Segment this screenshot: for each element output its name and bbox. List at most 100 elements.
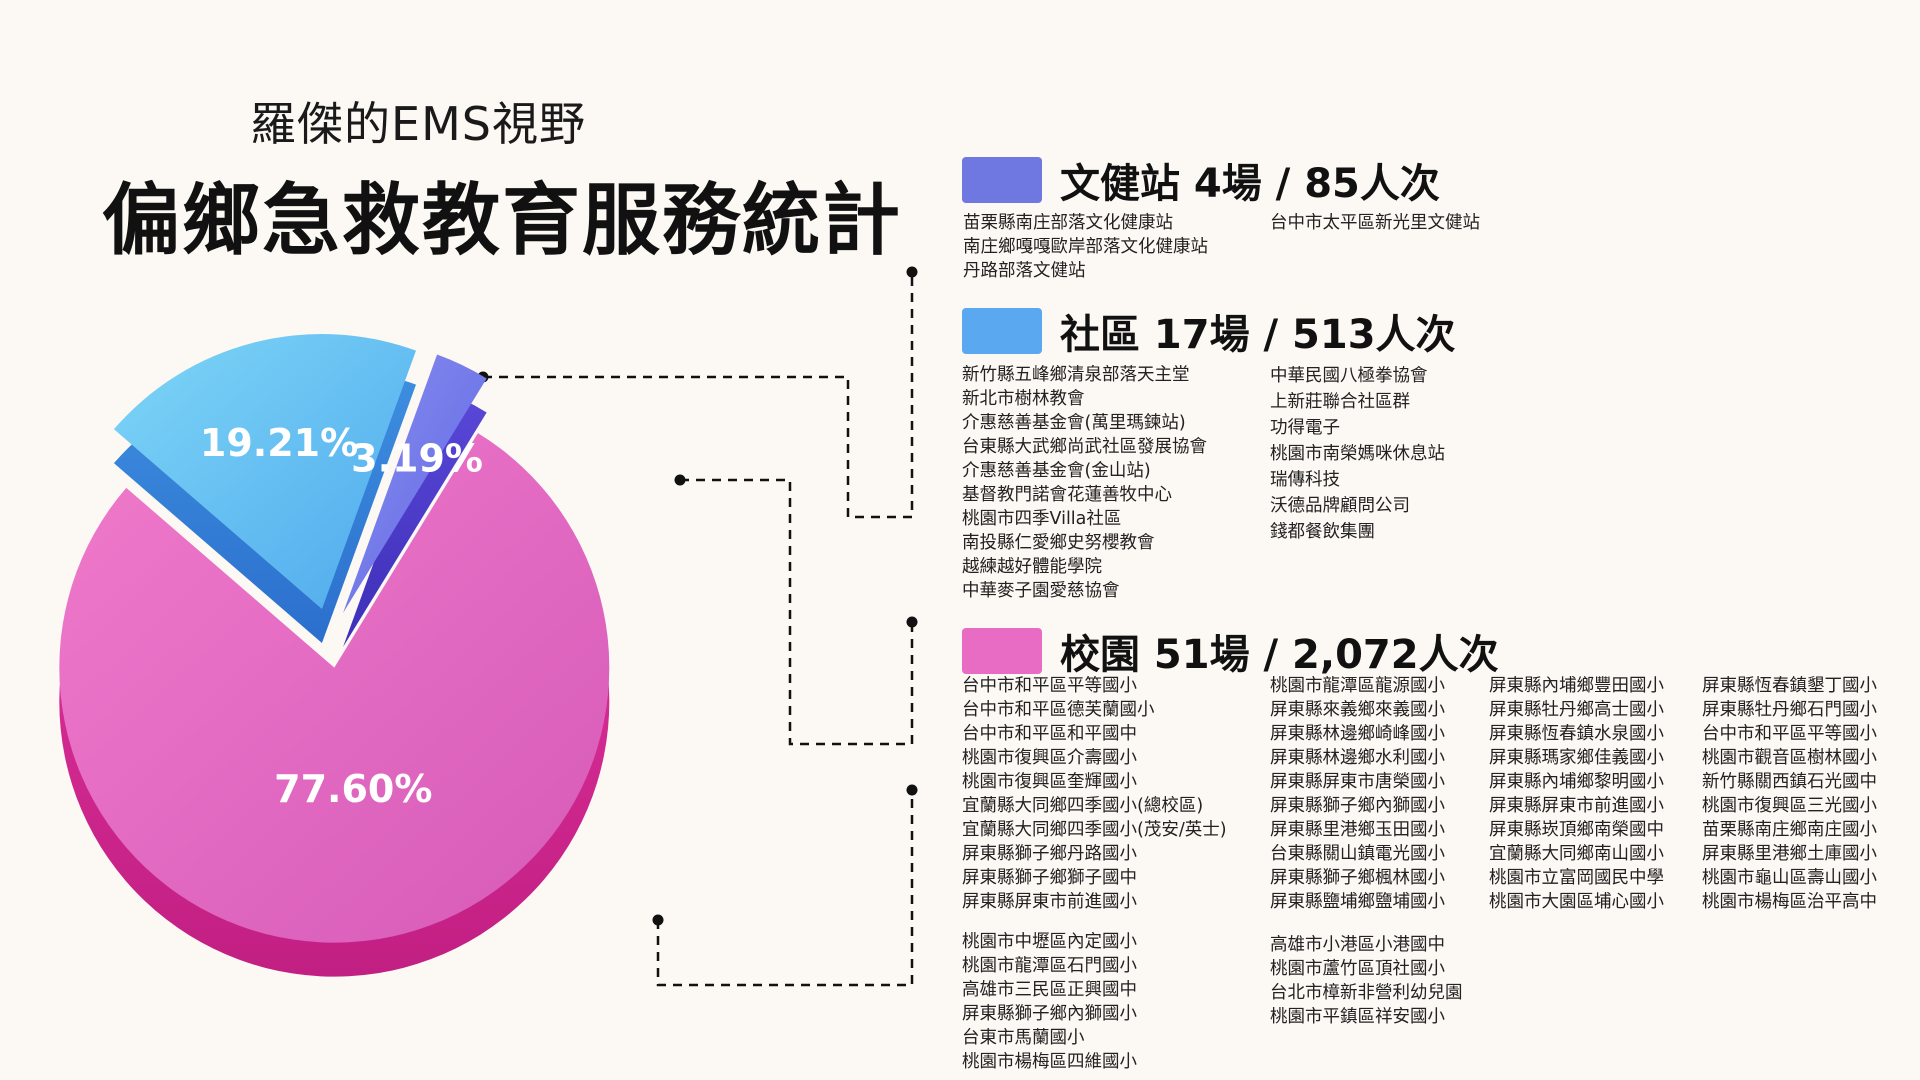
list-item: 桃園市復興區三光國小 (1702, 796, 1877, 816)
list-item: 新竹縣五峰鄉清泉部落天主堂 (962, 365, 1190, 385)
pie-label-station: 3.19% (351, 436, 483, 480)
list-item: 宜蘭縣大同鄉四季國小(總校區) (962, 796, 1204, 816)
legend-swatch-school (962, 628, 1042, 674)
list-item: 桃園市復興區介壽國小 (962, 748, 1137, 768)
list-item: 桃園市楊梅區四維國小 (962, 1052, 1137, 1072)
chart-subtitle: 羅傑的EMS視野 (250, 97, 586, 151)
school-list-col1a: 台中市和平區平等國小 台中市和平區德芙蘭國小 台中市和平區和平國中 桃園市復興區介壽國… (962, 674, 1227, 914)
list-item: 台中市和平區和平國中 (962, 724, 1137, 744)
section-community-heading: 社區 17場 / 513人次 (962, 302, 1456, 360)
list-item: 高雄市小港區小港國中 (1270, 935, 1445, 955)
pie-label-community: 19.21% (200, 421, 358, 465)
list-item: 新竹縣關西鎮石光國中 (1702, 772, 1877, 792)
section-school-title: 校園 51場 / 2,072人次 (1060, 632, 1499, 678)
connector-school (656, 790, 914, 987)
list-item: 桃園市蘆竹區頂社國小 (1270, 959, 1445, 979)
section-station-title: 文健站 4場 / 85人次 (1060, 161, 1440, 207)
pie-slice-school (59, 433, 610, 943)
list-item: 沃德品牌顧問公司 (1270, 496, 1410, 516)
list-item: 台東縣關山鎮電光國小 (1270, 844, 1445, 864)
connector-station (483, 272, 914, 519)
list-item: 越練越好體能學院 (962, 557, 1102, 577)
pie-slice-side (343, 388, 487, 647)
list-item: 屏東縣內埔鄉豐田國小 (1489, 676, 1664, 696)
list-item: 高雄市三民區正興國中 (962, 980, 1137, 1000)
list-item: 苗栗縣南庄部落文化健康站 (963, 213, 1173, 233)
list-item: 中華民國八極拳協會 (1270, 366, 1428, 386)
section-station-heading: 文健站 4場 / 85人次 (962, 151, 1440, 209)
list-item: 功得電子 (1270, 418, 1340, 438)
list-item: 屏東縣屏東市唐榮國小 (1270, 772, 1445, 792)
section-community-title: 社區 17場 / 513人次 (1060, 312, 1456, 358)
list-item: 台中市太平區新光里文健站 (1270, 213, 1480, 233)
list-item: 屏東縣屏東市前進國小 (1489, 796, 1664, 816)
list-item: 屏東縣牡丹鄉石門國小 (1702, 700, 1877, 720)
list-item: 桃園市復興區奎輝國小 (962, 772, 1137, 792)
pie-slice-station (343, 354, 487, 613)
list-item: 台東市馬蘭國小 (962, 1028, 1085, 1048)
list-item: 屏東縣崁頂鄉南榮國中 (1489, 820, 1664, 840)
list-item: 新北市樹林教會 (962, 389, 1085, 409)
list-item: 屏東縣里港鄉土庫國小 (1702, 844, 1877, 864)
list-item: 屏東縣鹽埔鄉鹽埔國小 (1270, 892, 1445, 912)
list-item: 台東縣大武鄉尚武社區發展協會 (962, 437, 1207, 457)
list-item: 桃園市龍潭區石門國小 (962, 956, 1137, 976)
list-item: 屏東縣獅子鄉楓林國小 (1270, 868, 1445, 888)
connector-lines (483, 272, 914, 987)
school-list-col1b: 桃園市中壢區內定國小 桃園市龍潭區石門國小 高雄市三民區正興國中 屏東縣獅子鄉內獅國小… (962, 930, 1137, 1074)
list-item: 屏東縣林邊鄉水利國小 (1270, 748, 1445, 768)
list-item: 屏東縣內埔鄉黎明國小 (1489, 772, 1664, 792)
legend-swatch-community (962, 308, 1042, 354)
section-school-heading: 校園 51場 / 2,072人次 (962, 622, 1499, 680)
school-list-col3: 屏東縣內埔鄉豐田國小 屏東縣牡丹鄉高士國小 屏東縣恆春鎮水泉國小 屏東縣瑪家鄉佳義國小… (1489, 674, 1664, 914)
list-item: 屏東縣獅子鄉獅子國中 (962, 868, 1137, 888)
list-item: 台中市和平區德芙蘭國小 (962, 700, 1155, 720)
community-list-col2: 中華民國八極拳協會 上新莊聯合社區群 功得電子 桃園市南榮媽咪休息站 瑞傳科技 沃德品牌顧… (1270, 363, 1445, 545)
list-item: 錢都餐飲集團 (1270, 522, 1375, 542)
list-item: 宜蘭縣大同鄉四季國小(茂安/英士) (962, 820, 1227, 840)
list-item: 中華麥子園愛慈協會 (962, 581, 1120, 601)
list-item: 宜蘭縣大同鄉南山國小 (1489, 844, 1664, 864)
list-item: 台北市樟新非營利幼兒園 (1270, 983, 1463, 1003)
list-item: 台中市和平區平等國小 (1702, 724, 1877, 744)
list-item: 屏東縣來義鄉來義國小 (1270, 700, 1445, 720)
list-item: 桃園市龍潭區龍源國小 (1270, 676, 1445, 696)
list-item: 屏東縣屏東市前進國小 (962, 892, 1137, 912)
list-item: 介惠慈善基金會(金山站) (962, 461, 1151, 481)
list-item: 桃園市觀音區樹林國小 (1702, 748, 1877, 768)
list-item: 屏東縣牡丹鄉高士國小 (1489, 700, 1664, 720)
list-item: 屏東縣林邊鄉崎峰國小 (1270, 724, 1445, 744)
list-item: 南投縣仁愛鄉史努櫻教會 (962, 533, 1155, 553)
school-list-col4: 屏東縣恆春鎮墾丁國小 屏東縣牡丹鄉石門國小 台中市和平區平等國小 桃園市觀音區樹林國小… (1702, 674, 1877, 914)
list-item: 桃園市大園區埔心國小 (1489, 892, 1664, 912)
list-item: 屏東縣獅子鄉內獅國小 (1270, 796, 1445, 816)
list-item: 桃園市楊梅區治平高中 (1702, 892, 1877, 912)
connector-dot (906, 784, 918, 796)
connector-community (680, 478, 914, 746)
list-item: 屏東縣里港鄉玉田國小 (1270, 820, 1445, 840)
list-item: 桃園市南榮媽咪休息站 (1270, 444, 1445, 464)
list-item: 屏東縣瑪家鄉佳義國小 (1489, 748, 1664, 768)
legend-swatch-station (962, 157, 1042, 203)
connector-dot (652, 914, 664, 926)
list-item: 桃園市平鎮區祥安國小 (1270, 1007, 1445, 1027)
list-item: 桃園市中壢區內定國小 (962, 932, 1137, 952)
list-item: 台中市和平區平等國小 (962, 676, 1137, 696)
list-item: 南庄鄉嘎嘎歐岸部落文化健康站 (963, 237, 1208, 257)
list-item: 屏東縣恆春鎮墾丁國小 (1702, 676, 1877, 696)
connector-dot (906, 266, 918, 278)
station-list-col2: 台中市太平區新光里文健站 (1270, 211, 1480, 235)
list-item: 桃園市龜山區壽山國小 (1702, 868, 1877, 888)
list-item: 苗栗縣南庄鄉南庄國小 (1702, 820, 1877, 840)
list-item: 桃園市立富岡國民中學 (1489, 868, 1664, 888)
station-list-col1: 苗栗縣南庄部落文化健康站南庄鄉嘎嘎歐岸部落文化健康站 丹路部落文健站 (963, 211, 1208, 283)
list-item: 丹路部落文健站 (963, 261, 1086, 281)
chart-title: 偏鄉急救教育服務統計 (102, 176, 903, 266)
list-item: 屏東縣獅子鄉丹路國小 (962, 844, 1137, 864)
school-list-col2b: 高雄市小港區小港國中 桃園市蘆竹區頂社國小 台北市樟新非營利幼兒園 桃園市平鎮區祥安國… (1270, 933, 1463, 1029)
list-item: 屏東縣獅子鄉內獅國小 (962, 1004, 1137, 1024)
list-item: 上新莊聯合社區群 (1270, 392, 1410, 412)
connector-dot (906, 616, 918, 628)
list-item: 桃園市四季Villa社區 (962, 509, 1122, 529)
